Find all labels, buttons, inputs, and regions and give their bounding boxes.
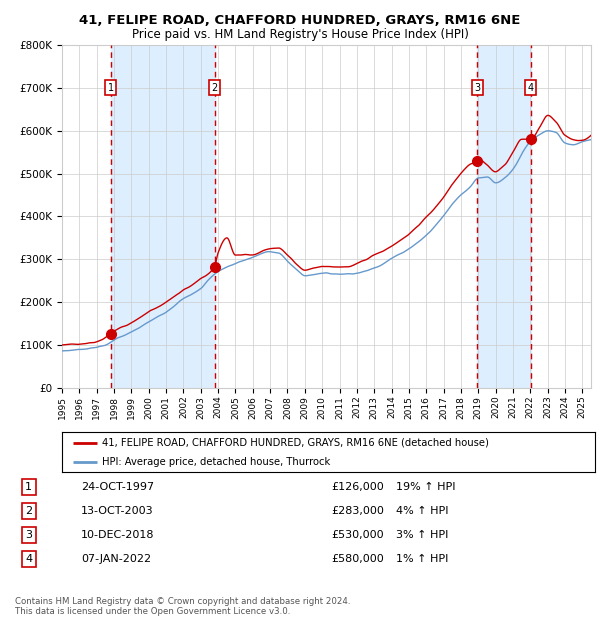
Text: 1: 1 (107, 83, 113, 93)
Text: 1: 1 (25, 482, 32, 492)
Text: 4: 4 (25, 554, 32, 564)
Text: 07-JAN-2022: 07-JAN-2022 (81, 554, 151, 564)
Text: 3: 3 (25, 530, 32, 540)
Text: £580,000: £580,000 (331, 554, 384, 564)
Text: 2: 2 (212, 83, 218, 93)
Text: 24-OCT-1997: 24-OCT-1997 (81, 482, 154, 492)
Text: 3: 3 (475, 83, 481, 93)
Text: 3% ↑ HPI: 3% ↑ HPI (396, 530, 448, 540)
Text: Contains HM Land Registry data © Crown copyright and database right 2024.: Contains HM Land Registry data © Crown c… (15, 597, 350, 606)
Bar (110, 45, 215, 388)
Text: This data is licensed under the Open Government Licence v3.0.: This data is licensed under the Open Gov… (15, 607, 290, 616)
Text: 4: 4 (527, 83, 534, 93)
Bar (478, 45, 530, 388)
Text: 13-OCT-2003: 13-OCT-2003 (81, 506, 154, 516)
Text: HPI: Average price, detached house, Thurrock: HPI: Average price, detached house, Thur… (102, 457, 330, 467)
Text: £126,000: £126,000 (331, 482, 384, 492)
Text: £283,000: £283,000 (331, 506, 384, 516)
Text: 41, FELIPE ROAD, CHAFFORD HUNDRED, GRAYS, RM16 6NE (detached house): 41, FELIPE ROAD, CHAFFORD HUNDRED, GRAYS… (102, 438, 489, 448)
Text: Price paid vs. HM Land Registry's House Price Index (HPI): Price paid vs. HM Land Registry's House … (131, 28, 469, 41)
Text: 2: 2 (25, 506, 32, 516)
Text: 1% ↑ HPI: 1% ↑ HPI (396, 554, 448, 564)
Text: £530,000: £530,000 (331, 530, 384, 540)
Text: 4% ↑ HPI: 4% ↑ HPI (396, 506, 449, 516)
Text: 10-DEC-2018: 10-DEC-2018 (81, 530, 155, 540)
Text: 19% ↑ HPI: 19% ↑ HPI (396, 482, 455, 492)
Text: 41, FELIPE ROAD, CHAFFORD HUNDRED, GRAYS, RM16 6NE: 41, FELIPE ROAD, CHAFFORD HUNDRED, GRAYS… (79, 14, 521, 27)
